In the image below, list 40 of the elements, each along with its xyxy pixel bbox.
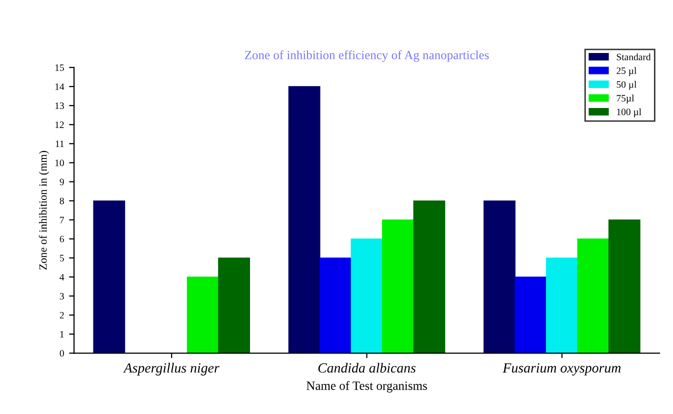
bar <box>546 258 578 354</box>
y-tick-label: 14 <box>55 83 64 90</box>
legend-label: Standard <box>616 53 651 60</box>
bar <box>186 276 219 354</box>
y-tick-label: 5 <box>60 254 64 262</box>
bar <box>514 276 547 354</box>
bar <box>288 86 320 354</box>
x-tick-label: Aspergillus niger <box>123 362 220 376</box>
bar <box>484 200 516 354</box>
y-tick-label: 6 <box>60 236 64 242</box>
y-tick-label: 7 <box>60 216 64 224</box>
y-tick-label: 11 <box>56 140 64 148</box>
legend-label: 25 µl <box>616 67 636 76</box>
y-tick-label: 13 <box>55 102 64 110</box>
bar <box>320 258 352 354</box>
bar <box>382 219 414 354</box>
x-axis-title: Name of Test organisms <box>306 381 427 393</box>
y-tick-label: 2 <box>60 312 64 318</box>
legend-label: 100 µl <box>617 108 642 118</box>
y-axis-title: Zone of inhibition in (mm) <box>38 150 50 270</box>
bar <box>413 200 446 354</box>
chart-title: Zone of inhibition efficiency of Ag nanoparticles <box>244 50 489 62</box>
legend-label: 75µl <box>616 94 634 104</box>
bar <box>608 219 640 354</box>
y-tick-label: 12 <box>55 122 64 128</box>
y-tick-label: 15 <box>55 64 64 71</box>
y-tick-label: 3 <box>60 292 64 300</box>
legend-label: 50 µl <box>616 80 636 90</box>
y-tick-label: 0 <box>60 350 64 357</box>
bar <box>577 238 610 354</box>
bar <box>93 200 126 354</box>
x-tick-label: Candida albicans <box>318 362 416 373</box>
y-tick-label: 4 <box>60 274 64 280</box>
y-tick-label: 8 <box>60 198 64 204</box>
bar <box>350 238 383 354</box>
bar <box>218 258 250 354</box>
y-tick-label: 9 <box>60 178 64 186</box>
x-tick-label: Fusarium oxysporum <box>502 363 621 376</box>
y-tick-label: 10 <box>55 160 64 166</box>
y-tick-label: 1 <box>60 331 64 338</box>
